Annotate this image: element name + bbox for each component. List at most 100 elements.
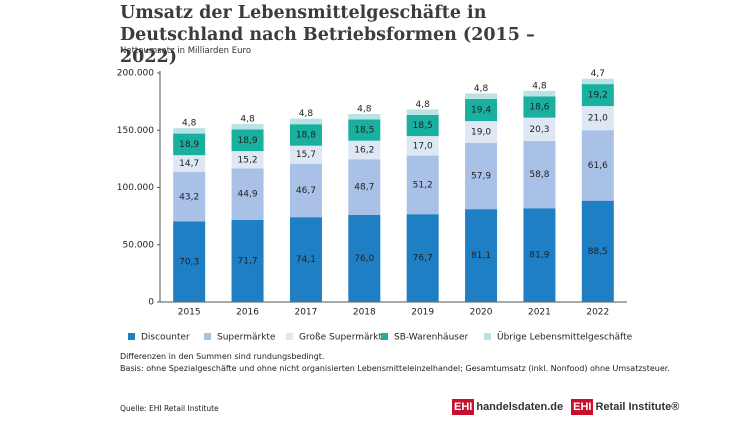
bar-segment bbox=[406, 136, 439, 156]
value-label: 19,4 bbox=[471, 105, 491, 115]
legend-swatch bbox=[381, 333, 388, 340]
bar-segment bbox=[406, 109, 439, 115]
bar-segment bbox=[289, 124, 322, 146]
value-label: 70,3 bbox=[179, 257, 199, 267]
value-label: 76,0 bbox=[354, 254, 374, 264]
bar-segment bbox=[231, 123, 264, 130]
bar-segment bbox=[173, 155, 206, 173]
value-label: 18,5 bbox=[413, 121, 433, 131]
value-label: 71,7 bbox=[238, 256, 258, 266]
bar-segment bbox=[348, 140, 381, 160]
bar-segment bbox=[581, 106, 614, 131]
y-tick-label: 200.000 bbox=[117, 69, 154, 79]
logos: EHI handelsdaten.de EHI Retail Institute… bbox=[452, 399, 687, 415]
logo-text: Retail Institute® bbox=[595, 401, 680, 413]
value-label: 4,8 bbox=[299, 109, 314, 119]
bar-segment bbox=[523, 90, 556, 97]
value-label: 4,8 bbox=[182, 119, 197, 129]
value-label: 61,6 bbox=[588, 161, 608, 171]
value-label: 15,2 bbox=[238, 155, 258, 165]
bar-segment bbox=[173, 221, 206, 302]
legend-swatch bbox=[286, 333, 293, 340]
value-label: 43,2 bbox=[179, 192, 199, 202]
legend-label: Übrige Lebensmittelgeschäfte bbox=[497, 332, 633, 343]
value-label: 19,2 bbox=[588, 91, 608, 101]
value-label: 19,0 bbox=[471, 127, 491, 137]
value-label: 58,8 bbox=[529, 170, 549, 180]
bar-segment bbox=[173, 172, 206, 222]
value-label: 20,3 bbox=[529, 125, 549, 135]
legend-label: SB-Warenhäuser bbox=[394, 333, 469, 343]
value-label: 15,7 bbox=[296, 150, 316, 160]
y-tick-label: 150.000 bbox=[117, 126, 154, 136]
source: Quelle: EHI Retail Institute bbox=[120, 404, 219, 413]
bar-segment bbox=[465, 93, 498, 99]
value-label: 81,1 bbox=[471, 251, 491, 261]
value-label: 4,8 bbox=[474, 84, 489, 94]
x-tick-label: 2021 bbox=[528, 308, 551, 318]
logo-mark: EHI bbox=[571, 399, 594, 415]
bar-segment bbox=[581, 78, 614, 85]
value-label: 17,0 bbox=[413, 141, 433, 151]
value-label: 4,7 bbox=[591, 69, 605, 79]
value-label: 18,6 bbox=[529, 103, 549, 113]
logo-text: handelsdaten.de bbox=[476, 401, 564, 413]
bar-segment bbox=[523, 208, 556, 302]
bar-segment bbox=[289, 145, 322, 164]
x-tick-label: 2020 bbox=[470, 308, 493, 318]
bar-segment bbox=[289, 217, 322, 302]
y-tick-label: 100.000 bbox=[117, 183, 154, 193]
value-label: 18,8 bbox=[296, 130, 316, 140]
value-label: 4,8 bbox=[240, 114, 255, 124]
value-label: 44,9 bbox=[238, 190, 258, 200]
value-label: 51,2 bbox=[413, 180, 433, 190]
value-label: 57,9 bbox=[471, 171, 491, 181]
bar-segment bbox=[348, 159, 381, 215]
value-label: 74,1 bbox=[296, 255, 316, 265]
value-label: 16,2 bbox=[354, 145, 374, 155]
bar-segment bbox=[465, 142, 498, 210]
legend-label: Große Supermärkte bbox=[299, 333, 388, 343]
x-tick-label: 2015 bbox=[178, 308, 201, 318]
value-label: 48,7 bbox=[354, 183, 374, 193]
bar-segment bbox=[523, 117, 556, 141]
value-label: 14,7 bbox=[179, 159, 199, 169]
value-label: 46,7 bbox=[296, 186, 316, 196]
value-label: 18,9 bbox=[238, 136, 258, 146]
logo-mark: EHI bbox=[452, 399, 475, 415]
bar-segment bbox=[581, 130, 614, 201]
bar-segment bbox=[173, 128, 206, 134]
x-tick-label: 2018 bbox=[353, 308, 376, 318]
bar-segment bbox=[523, 140, 556, 209]
note: Basis: ohne Spezialgeschäfte und ohne ni… bbox=[120, 364, 670, 373]
y-tick-label: 50.000 bbox=[123, 240, 155, 250]
bar-segment bbox=[523, 96, 556, 118]
bar-segment bbox=[231, 168, 264, 220]
chart-subtitle: Nettoumsatz in Milliarden Euro bbox=[120, 46, 252, 56]
chart-title: Umsatz der Lebensmittelgeschäfte in Deut… bbox=[120, 3, 535, 67]
bar-segment bbox=[406, 114, 439, 137]
bar-segment bbox=[465, 209, 498, 302]
legend-label: Discounter bbox=[141, 333, 190, 343]
value-label: 88,5 bbox=[588, 247, 608, 257]
bar-segment bbox=[406, 214, 439, 302]
bar-segment bbox=[289, 163, 322, 218]
bar-segment bbox=[348, 214, 381, 302]
legend-swatch bbox=[204, 333, 211, 340]
value-label: 4,8 bbox=[357, 104, 372, 114]
bar-segment bbox=[581, 84, 614, 107]
value-label: 4,8 bbox=[416, 100, 431, 110]
value-label: 18,5 bbox=[354, 126, 374, 136]
value-label: 21,0 bbox=[588, 114, 608, 124]
legend-label: Supermärkte bbox=[217, 333, 276, 343]
value-label: 18,9 bbox=[179, 140, 199, 150]
x-tick-label: 2016 bbox=[236, 308, 259, 318]
bar-segment bbox=[465, 98, 498, 122]
value-label: 81,9 bbox=[529, 251, 549, 261]
bar-segment bbox=[406, 155, 439, 215]
bar-segment bbox=[289, 118, 322, 125]
bar-segment bbox=[581, 200, 614, 302]
bar-segment bbox=[348, 119, 381, 141]
